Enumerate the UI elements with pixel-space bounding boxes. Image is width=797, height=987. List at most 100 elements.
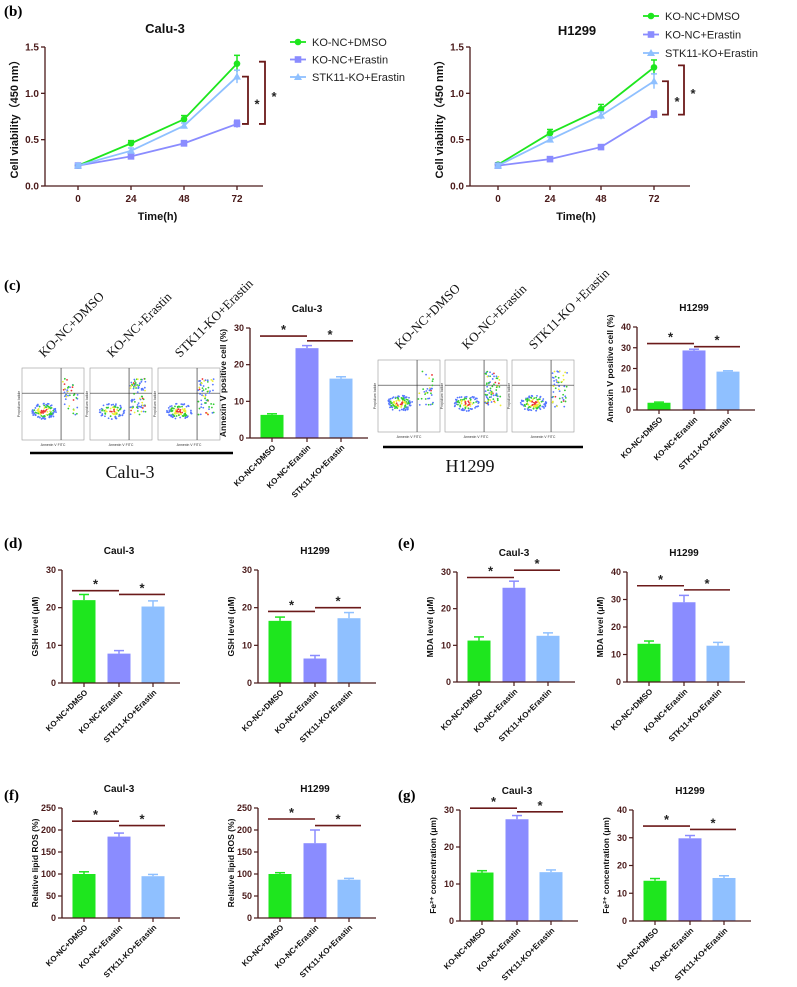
event-dot	[38, 410, 41, 413]
flow-y-label: Propidium Iodide	[17, 391, 21, 417]
event-dot	[169, 405, 172, 408]
event-dot	[63, 395, 66, 398]
x-tick-label: 48	[178, 194, 190, 205]
event-dot	[129, 406, 132, 409]
event-dot	[174, 412, 177, 415]
circle-marker	[597, 105, 605, 113]
event-dot	[496, 395, 499, 398]
event-dot	[564, 400, 567, 403]
x-tick-label: 24	[544, 194, 556, 205]
event-dot	[430, 394, 433, 396]
event-dot	[464, 407, 467, 410]
event-dot	[553, 380, 555, 382]
event-dot	[471, 395, 474, 398]
event-dot	[519, 401, 522, 404]
bar	[295, 348, 319, 438]
significance-star: *	[658, 572, 664, 587]
y-tick-label: 100	[41, 869, 56, 879]
event-dot	[131, 399, 134, 402]
event-dot	[176, 406, 179, 409]
event-dot	[392, 396, 395, 399]
bar	[260, 414, 284, 438]
y-tick-label: 150	[41, 847, 56, 857]
bar	[505, 819, 529, 921]
bar	[470, 872, 494, 921]
event-dot	[539, 395, 542, 398]
event-dot	[180, 403, 183, 406]
event-dot	[403, 401, 406, 404]
event-dot	[64, 398, 67, 401]
event-dot	[539, 408, 542, 411]
event-dot	[471, 408, 473, 410]
event-dot	[198, 407, 201, 410]
flow-x-label: Annexin V FITC	[464, 435, 489, 439]
event-dot	[136, 410, 139, 412]
event-dot	[109, 407, 112, 410]
event-dot	[463, 409, 466, 411]
event-dot	[427, 397, 429, 400]
significance-star: *	[139, 580, 145, 595]
event-dot	[115, 417, 118, 420]
y-tick-label: 30	[611, 595, 621, 605]
event-dot	[66, 386, 69, 389]
event-dot	[391, 402, 393, 404]
circle-marker	[546, 129, 554, 137]
event-dot	[199, 413, 202, 416]
event-dot	[526, 399, 529, 401]
triangle-marker	[597, 111, 605, 119]
significance-star: *	[668, 330, 674, 345]
y-tick-label: 20	[617, 861, 627, 871]
line-chart-b1: Calu-3 0.0 0.5 1.0 1.5 0 24 48 72 Time(h) Cell via…	[8, 21, 405, 223]
event-dot	[409, 404, 412, 407]
event-dot	[460, 396, 463, 398]
event-dot	[425, 403, 427, 406]
event-dot	[53, 410, 56, 413]
event-dot	[130, 399, 133, 402]
y-tick-label: 40	[617, 805, 627, 815]
event-dot	[564, 395, 567, 398]
event-dot	[428, 389, 431, 392]
event-dot	[137, 402, 140, 405]
event-dot	[477, 402, 480, 405]
y-tick-label: 20	[234, 360, 244, 370]
event-dot	[129, 413, 132, 416]
event-dot	[487, 398, 490, 401]
event-dot	[200, 406, 203, 409]
event-dot	[62, 388, 65, 391]
series-line	[77, 123, 238, 167]
event-dot	[485, 382, 488, 385]
bar-chart-e2: H1299KO-NC+DMSOKO-NC+ErastinSTK11-KO+Era…	[595, 548, 745, 744]
chart-title: H1299	[679, 303, 709, 314]
bar	[643, 880, 667, 921]
event-dot	[460, 408, 463, 411]
event-dot	[531, 404, 534, 407]
y-tick-label: 0	[449, 916, 454, 926]
y-tick-label: 30	[441, 567, 451, 577]
event-dot	[487, 389, 489, 392]
event-dot	[136, 378, 139, 381]
y-axis-label: MDA level (μM)	[425, 597, 435, 658]
event-dot	[107, 417, 110, 420]
event-dot	[562, 393, 565, 396]
event-dot	[489, 389, 492, 392]
event-dot	[202, 394, 205, 397]
event-dot	[47, 403, 50, 405]
flow-condition-label: KO-NC+DMSO	[392, 281, 463, 352]
event-dot	[133, 384, 136, 387]
event-dot	[37, 415, 40, 418]
event-dot	[40, 409, 43, 412]
bar-chart-d1: Caul-3KO-NC+DMSOKO-NC+ErastinSTK11-KO+Er…	[30, 546, 180, 745]
event-dot	[67, 394, 69, 397]
event-dot	[66, 378, 68, 381]
event-dot	[35, 405, 38, 407]
triangle-marker	[294, 73, 302, 80]
event-dot	[184, 411, 187, 413]
event-dot	[169, 414, 172, 417]
bar-chart-e1: Caul-3KO-NC+DMSOKO-NC+ErastinSTK11-KO+Er…	[425, 548, 575, 744]
event-dot	[198, 386, 201, 389]
event-dot	[54, 408, 57, 410]
event-dot	[50, 413, 53, 415]
event-dot	[499, 395, 502, 398]
event-dot	[542, 398, 545, 400]
